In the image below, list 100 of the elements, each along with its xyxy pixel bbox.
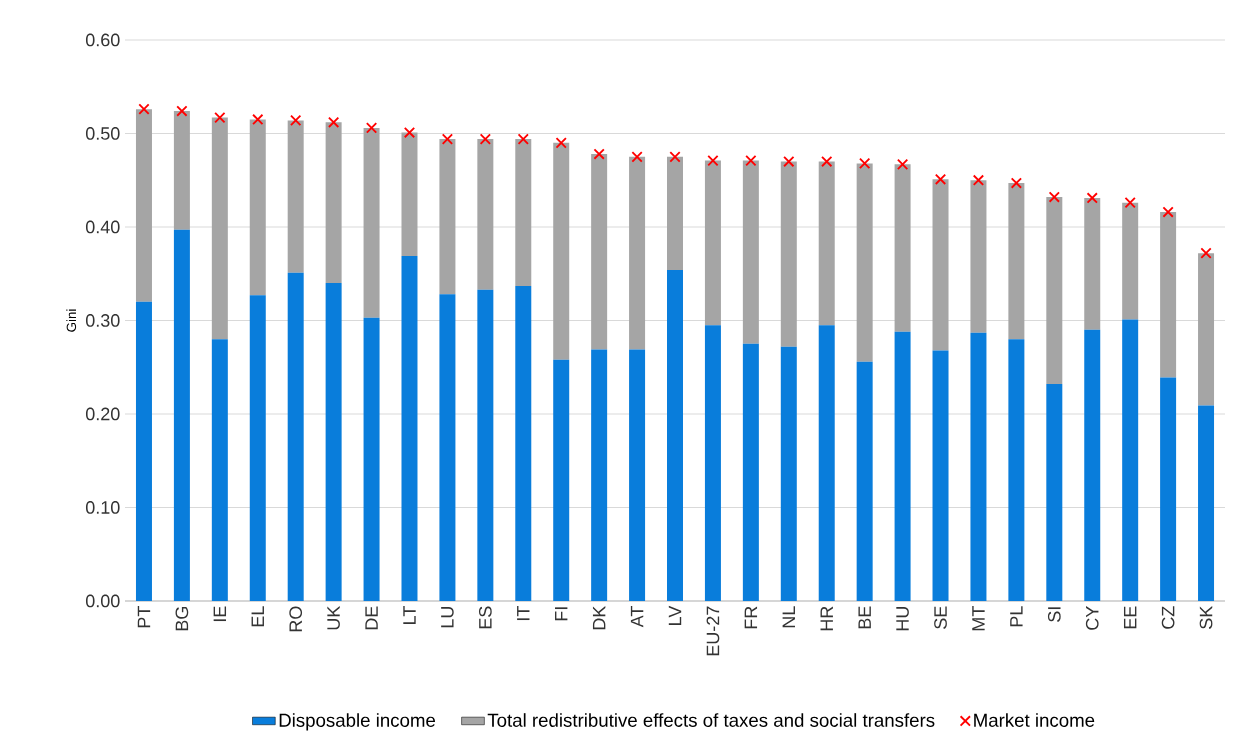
point	[1048, 191, 1060, 203]
legend-label: Disposable income	[279, 713, 436, 731]
y-tick-label: 0.30	[85, 314, 120, 327]
point	[403, 126, 416, 139]
point	[1010, 177, 1023, 189]
bar	[477, 289, 494, 601]
bar	[894, 331, 911, 601]
bar	[629, 349, 646, 601]
bar	[1122, 319, 1139, 601]
bar	[818, 325, 835, 601]
bar	[780, 346, 797, 601]
bar	[970, 332, 987, 601]
y-tick-label: 0.10	[85, 501, 120, 514]
bar	[704, 160, 721, 326]
bar	[932, 350, 949, 601]
bar	[211, 339, 228, 601]
y-tick-label: 0.40	[85, 220, 120, 234]
x-tick-label: EU-27	[706, 606, 720, 656]
point	[707, 154, 719, 167]
point	[593, 148, 605, 160]
point	[821, 155, 833, 168]
bar	[818, 161, 835, 326]
bar	[135, 109, 152, 302]
bar	[363, 127, 380, 318]
point	[176, 105, 188, 117]
point	[214, 111, 226, 124]
x-tick-label: FR	[744, 606, 758, 629]
point	[1086, 192, 1098, 204]
bar	[1084, 198, 1101, 330]
bar	[211, 117, 228, 340]
bar	[1046, 384, 1063, 601]
point	[745, 154, 757, 167]
x-tick-label: SI	[1047, 607, 1061, 622]
bar	[249, 119, 266, 296]
point	[1124, 197, 1136, 209]
bar	[553, 142, 570, 360]
point	[290, 114, 302, 127]
bar	[401, 132, 418, 256]
bar	[325, 283, 342, 601]
bar	[515, 139, 532, 286]
x-tick-label: LT	[403, 606, 416, 624]
x-tick-label: SE	[934, 606, 947, 629]
bar	[1084, 329, 1101, 601]
bar	[363, 317, 380, 601]
bar	[1122, 202, 1139, 320]
x-tick-label: ES	[478, 606, 492, 629]
x-tick-label: SK	[1199, 605, 1213, 629]
bar	[894, 164, 911, 332]
point	[896, 158, 909, 170]
point	[631, 151, 643, 163]
bar	[325, 122, 342, 284]
bar	[477, 139, 494, 290]
x-tick-label: HU	[896, 607, 909, 631]
x-tick-label: DE	[365, 606, 378, 630]
x-tick-label: PL	[1010, 606, 1023, 627]
point	[365, 122, 378, 134]
y-tick-label: 0.00	[85, 594, 120, 608]
legend-label: Total redistributive effects of taxes and social transfers	[487, 713, 935, 727]
x-tick-label: CY	[1085, 606, 1099, 630]
bar	[287, 272, 304, 601]
bar	[970, 180, 987, 333]
bar	[439, 294, 456, 601]
bar	[1160, 377, 1177, 601]
x-tick-label: MT	[972, 606, 985, 631]
bar	[1008, 339, 1025, 601]
x-tick-label: FI	[555, 607, 568, 621]
point	[669, 151, 681, 163]
bar	[629, 156, 646, 350]
bar	[932, 179, 949, 351]
x-tick-label: CZ	[1161, 606, 1175, 629]
y-tick-label: 0.20	[85, 407, 120, 421]
x-tick-label: EE	[1123, 606, 1137, 629]
y-tick-label: 0.60	[85, 33, 120, 47]
x-tick-label: AT	[630, 606, 644, 628]
bar	[667, 156, 683, 270]
bar	[591, 349, 608, 601]
bar	[135, 301, 152, 601]
bar	[1198, 253, 1215, 406]
x-tick-label: NL	[782, 606, 795, 628]
bar	[1160, 212, 1177, 378]
bar	[287, 120, 304, 273]
bar	[591, 154, 608, 350]
point	[783, 155, 795, 168]
legend-label: Market income	[974, 713, 1095, 727]
x-tick-label: BE	[858, 606, 871, 629]
bar	[173, 229, 190, 601]
x-tick-label: LU	[441, 607, 454, 628]
point	[479, 133, 491, 145]
point	[1162, 206, 1174, 218]
x-tick-label: PT	[137, 606, 151, 628]
point	[972, 174, 985, 186]
bar	[1198, 405, 1215, 601]
bar	[439, 139, 456, 295]
point	[441, 133, 454, 145]
bar	[780, 161, 797, 347]
point	[1200, 247, 1212, 259]
x-tick-label: IE	[213, 606, 227, 622]
bar	[742, 160, 759, 344]
point	[138, 103, 150, 115]
x-tick-label: LV	[668, 605, 682, 625]
